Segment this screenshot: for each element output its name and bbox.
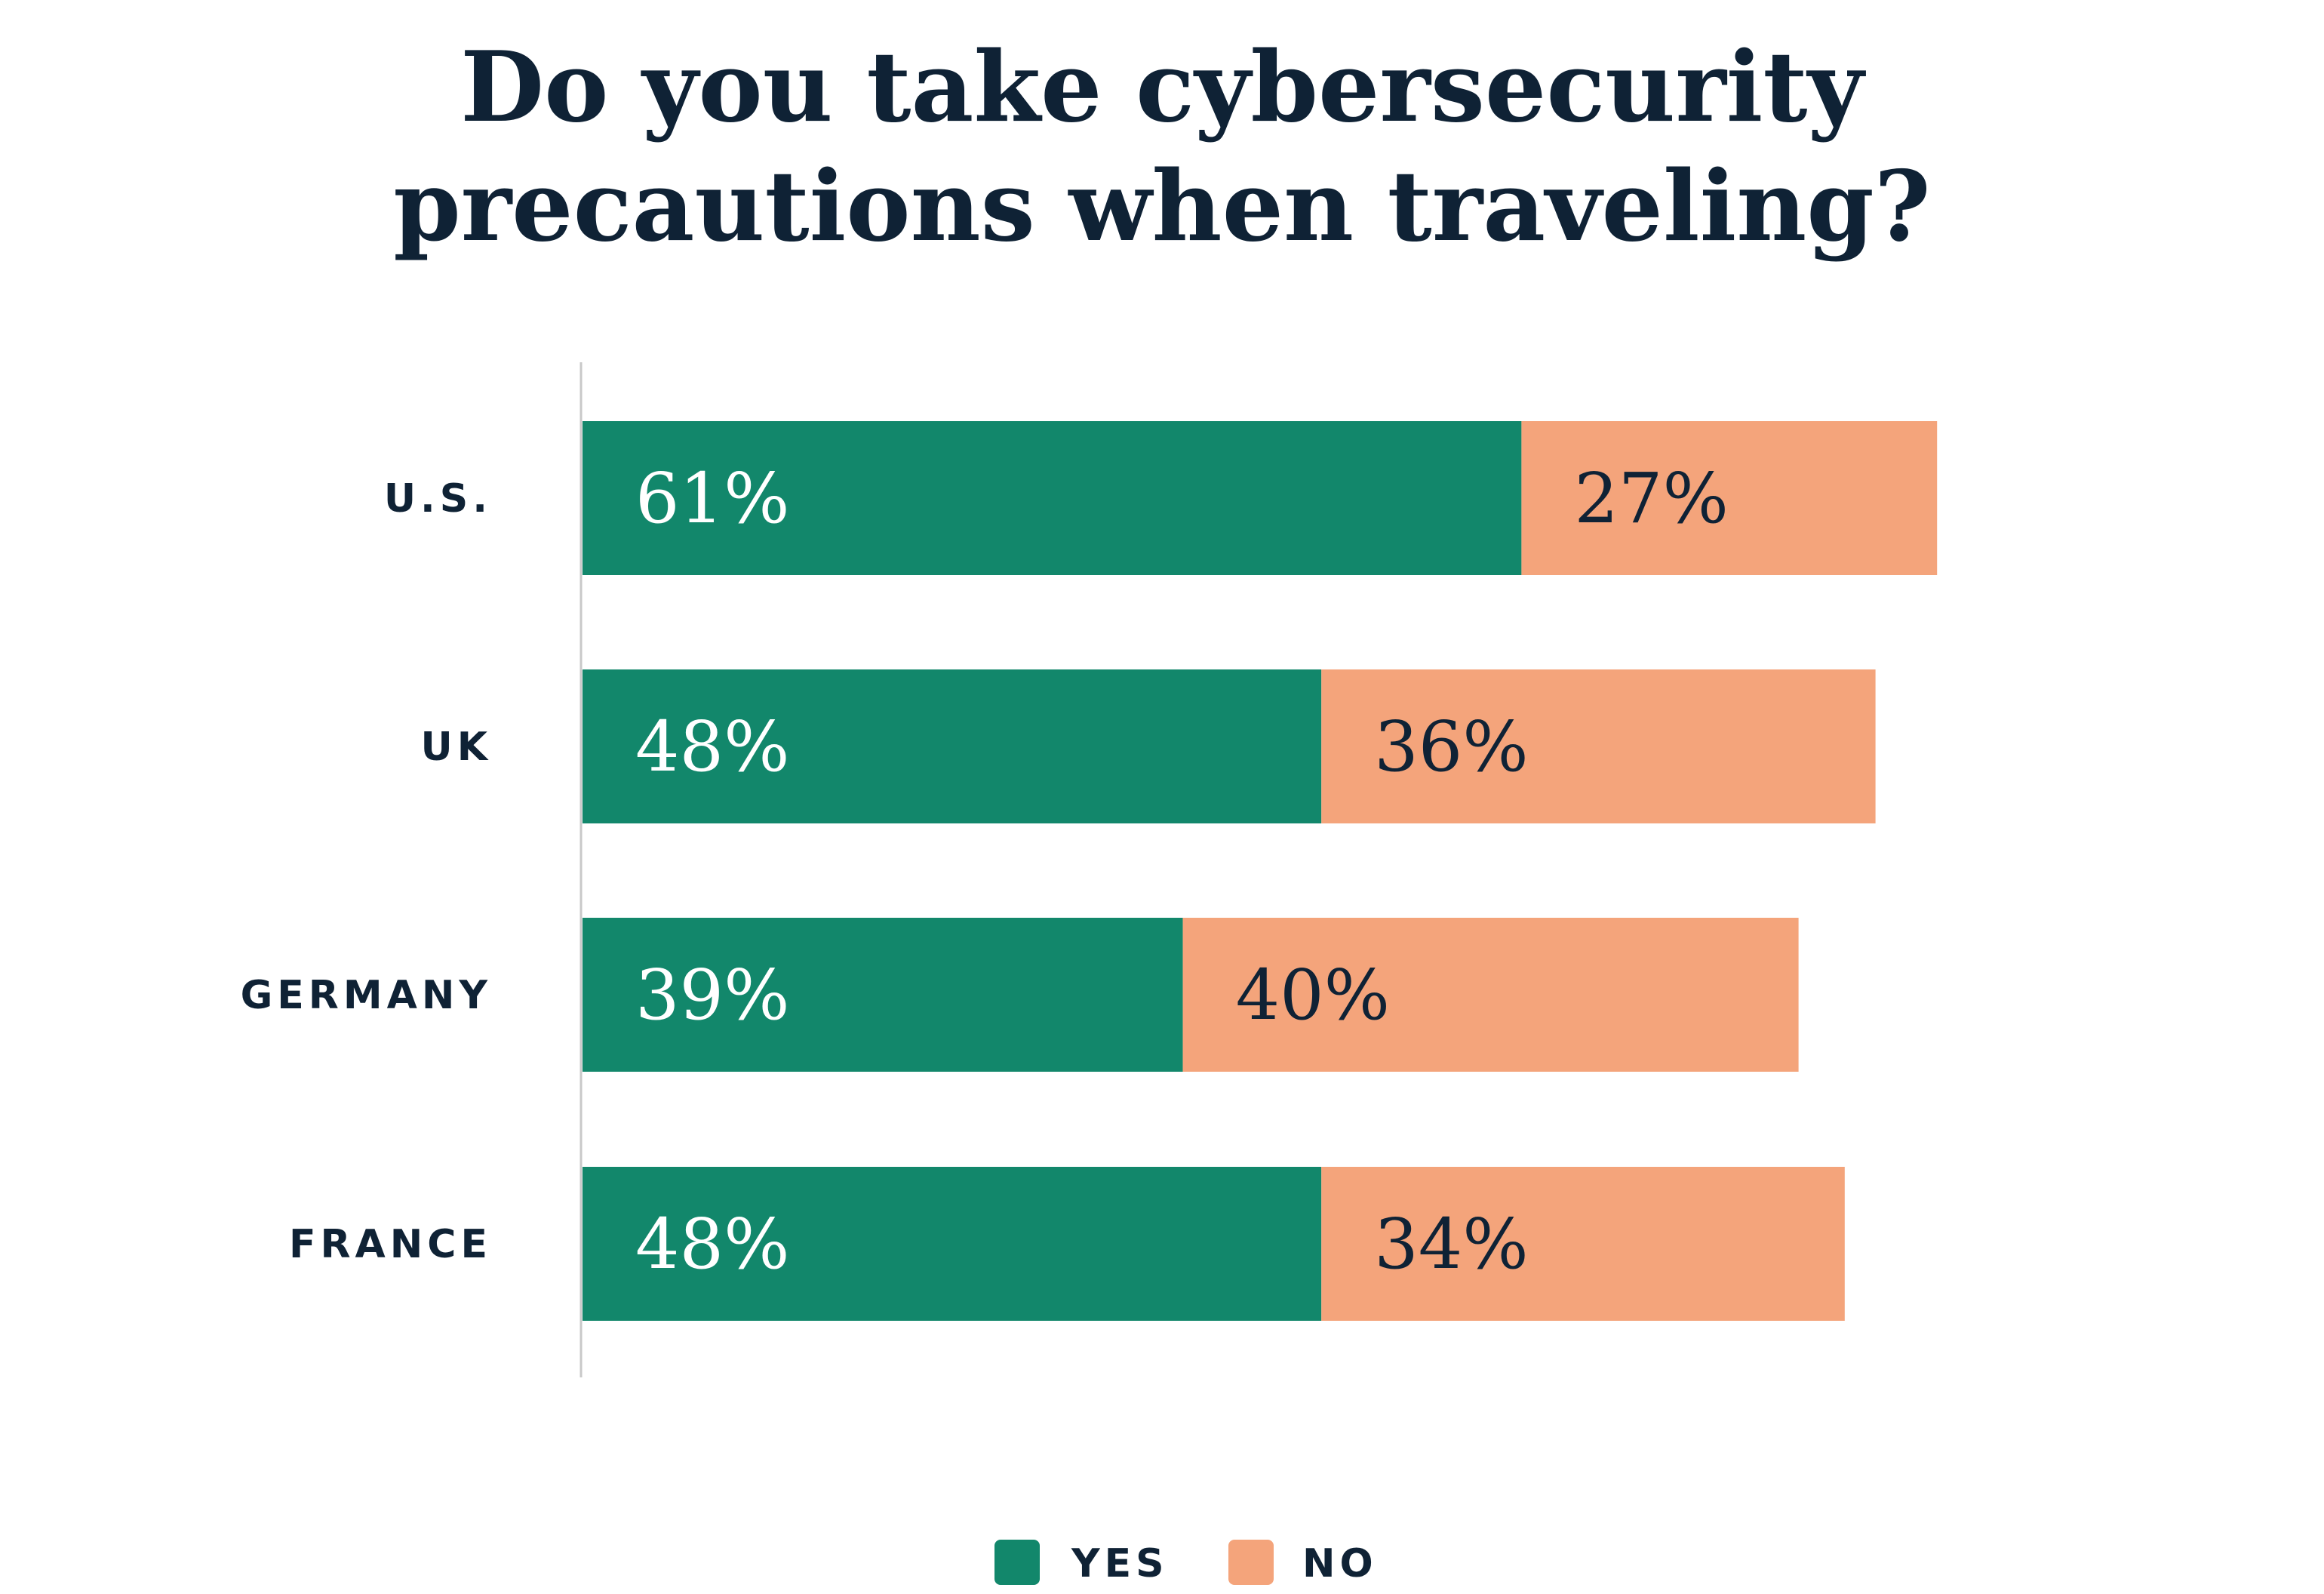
data-label-france-no: 34%: [1374, 1204, 1528, 1285]
category-label-u-s: U.S.: [384, 476, 492, 522]
bar-uk-no: [1321, 669, 1876, 823]
chart-title-line-2: precautions when traveling?: [393, 150, 1931, 263]
data-label-germany-no: 40%: [1236, 955, 1390, 1035]
chart-title: Do you take cybersecurity precautions wh…: [393, 31, 1931, 263]
bar-germany-no: [1182, 918, 1799, 1072]
data-label-uk-yes: 48%: [635, 706, 789, 787]
data-label-france-yes: 48%: [635, 1204, 789, 1285]
data-label-germany-yes: 39%: [635, 955, 789, 1035]
data-label-uk-no: 36%: [1374, 706, 1528, 787]
legend-label-no: NO: [1302, 1541, 1378, 1586]
category-label-germany: GERMANY: [241, 973, 492, 1018]
category-label-france: FRANCE: [289, 1222, 492, 1267]
bar-u-s-no: [1521, 421, 1938, 575]
data-label-u-s-yes: 61%: [635, 458, 789, 539]
category-labels: U.S. UK GERMANY FRANCE: [241, 476, 492, 1267]
legend-label-yes: YES: [1071, 1541, 1169, 1586]
legend-swatch-no: [1228, 1540, 1274, 1585]
bar-uk-yes: [583, 669, 1322, 823]
data-label-u-s-no: 27%: [1574, 458, 1728, 539]
legend: YES NO: [994, 1540, 1378, 1586]
bar-france-no: [1321, 1167, 1845, 1321]
bars: 61% 27% 48% 36% 39% 40% 48% 34%: [583, 421, 1938, 1321]
bar-u-s-yes: [583, 421, 1522, 575]
chart-title-line-1: Do you take cybersecurity: [460, 31, 1866, 144]
bar-germany-yes: [583, 918, 1183, 1072]
legend-swatch-yes: [994, 1540, 1040, 1585]
category-label-uk: UK: [420, 725, 492, 770]
bar-france-yes: [583, 1167, 1322, 1321]
